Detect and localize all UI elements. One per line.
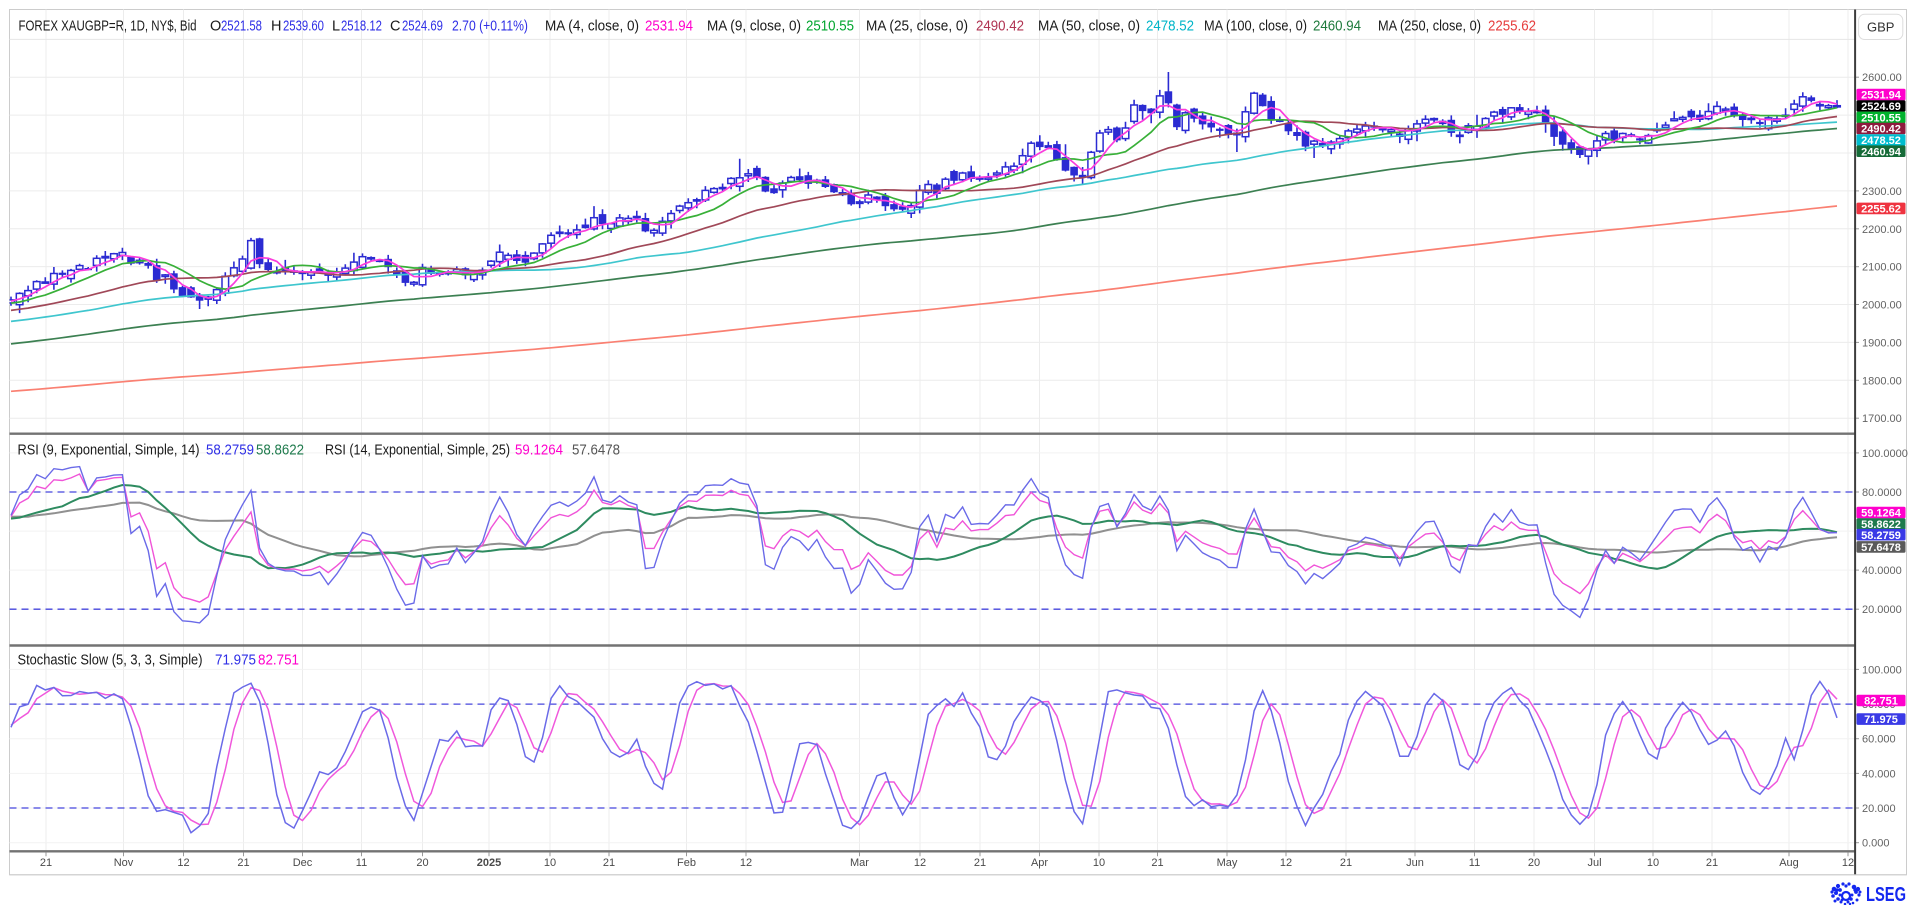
svg-text:80.0000: 80.0000 [1862,487,1902,499]
svg-text:21: 21 [1151,857,1163,869]
svg-text:May: May [1217,857,1238,869]
svg-text:21: 21 [603,857,615,869]
svg-text:20.000: 20.000 [1862,803,1896,815]
svg-text:Dec: Dec [293,857,313,869]
svg-text:58.2759: 58.2759 [1861,530,1901,542]
svg-text:Nov: Nov [114,857,134,869]
svg-text:40.000: 40.000 [1862,768,1896,780]
svg-text:2255.62: 2255.62 [1861,204,1901,216]
svg-text:59.1264: 59.1264 [1861,508,1902,520]
svg-text:Apr: Apr [1031,857,1048,869]
svg-text:O: O [210,19,221,35]
svg-text:2100.00: 2100.00 [1862,262,1902,274]
svg-text:RSI (14, Exponential, Simple,: RSI (14, Exponential, Simple, 25) [325,443,510,459]
svg-text:2531.94: 2531.94 [1861,90,1902,102]
svg-text:2460.94: 2460.94 [1313,19,1361,35]
svg-text:MA (250, close, 0): MA (250, close, 0) [1378,19,1481,35]
svg-text:H: H [271,19,281,35]
svg-text:FOREX XAUGBP=R, 1D, NY$, Bid: FOREX XAUGBP=R, 1D, NY$, Bid [19,19,197,35]
svg-text:2300.00: 2300.00 [1862,186,1902,198]
svg-text:12: 12 [740,857,752,869]
svg-text:2255.62: 2255.62 [1488,19,1536,35]
svg-text:2200.00: 2200.00 [1862,224,1902,236]
svg-text:2490.42: 2490.42 [1861,124,1901,136]
svg-text:20: 20 [1528,857,1540,869]
svg-text:21: 21 [1340,857,1352,869]
svg-text:12: 12 [1280,857,1292,869]
svg-text:21: 21 [40,857,52,869]
svg-text:MA (25, close, 0): MA (25, close, 0) [866,19,968,35]
svg-text:MA (4, close, 0): MA (4, close, 0) [545,19,639,35]
svg-text:C: C [390,19,400,35]
svg-text:L: L [332,19,340,35]
svg-text:2539.60: 2539.60 [283,19,324,35]
svg-text:Jul: Jul [1587,857,1601,869]
svg-text:11: 11 [1469,857,1480,869]
svg-text:GBP: GBP [1867,20,1894,35]
svg-text:58.2759: 58.2759 [206,443,254,459]
svg-text:1900.00: 1900.00 [1862,337,1902,349]
svg-text:2.70 (+0.11%): 2.70 (+0.11%) [452,19,528,35]
svg-text:71.975: 71.975 [215,653,256,669]
svg-text:20: 20 [416,857,428,869]
svg-text:21: 21 [237,857,249,869]
svg-text:57.6478: 57.6478 [572,443,620,459]
svg-text:12: 12 [177,857,189,869]
svg-text:100.000: 100.000 [1862,664,1902,676]
svg-text:10: 10 [1093,857,1105,869]
svg-text:2490.42: 2490.42 [976,19,1024,35]
svg-text:59.1264: 59.1264 [515,443,563,459]
svg-text:82.751: 82.751 [258,653,299,669]
svg-text:100.0000: 100.0000 [1862,448,1908,460]
svg-text:2521.58: 2521.58 [221,19,262,35]
svg-text:Feb: Feb [677,857,696,869]
svg-text:71.975: 71.975 [1864,714,1898,726]
svg-text:MA (50, close, 0): MA (50, close, 0) [1038,19,1140,35]
svg-text:12: 12 [1842,857,1854,869]
svg-text:12: 12 [914,857,926,869]
svg-text:2518.12: 2518.12 [341,19,382,35]
svg-text:Aug: Aug [1779,857,1799,869]
svg-text:2478.52: 2478.52 [1146,19,1194,35]
svg-text:2510.55: 2510.55 [1861,113,1901,125]
svg-text:21: 21 [1706,857,1718,869]
svg-text:1800.00: 1800.00 [1862,375,1902,387]
svg-text:2510.55: 2510.55 [806,19,854,35]
svg-text:11: 11 [356,857,367,869]
svg-text:2600.00: 2600.00 [1862,72,1902,84]
svg-text:60.000: 60.000 [1862,734,1896,746]
svg-text:RSI (9, Exponential, Simple, 1: RSI (9, Exponential, Simple, 14) [18,443,200,459]
svg-text:10: 10 [544,857,556,869]
svg-text:21: 21 [974,857,986,869]
svg-text:2524.69: 2524.69 [1861,101,1901,113]
svg-text:58.8622: 58.8622 [1861,519,1901,531]
svg-text:Jun: Jun [1406,857,1424,869]
svg-text:10: 10 [1647,857,1659,869]
svg-text:Mar: Mar [850,857,869,869]
svg-text:40.0000: 40.0000 [1862,565,1902,577]
svg-text:0.000: 0.000 [1862,838,1890,850]
svg-text:MA (9, close, 0): MA (9, close, 0) [707,19,801,35]
svg-text:57.6478: 57.6478 [1861,542,1901,554]
svg-text:Stochastic Slow (5, 3, 3, Simp: Stochastic Slow (5, 3, 3, Simple) [18,653,203,669]
svg-text:2478.52: 2478.52 [1861,135,1901,147]
svg-text:2531.94: 2531.94 [645,19,693,35]
svg-text:2025: 2025 [477,857,501,869]
svg-text:2000.00: 2000.00 [1862,300,1902,312]
svg-text:LSEG: LSEG [1866,883,1906,905]
svg-text:20.0000: 20.0000 [1862,604,1902,616]
svg-text:MA (100, close, 0): MA (100, close, 0) [1204,19,1307,35]
svg-text:2460.94: 2460.94 [1861,146,1902,158]
svg-text:82.751: 82.751 [1864,696,1898,708]
svg-text:1700.00: 1700.00 [1862,413,1902,425]
svg-text:58.8622: 58.8622 [256,443,304,459]
svg-text:2524.69: 2524.69 [402,19,443,35]
